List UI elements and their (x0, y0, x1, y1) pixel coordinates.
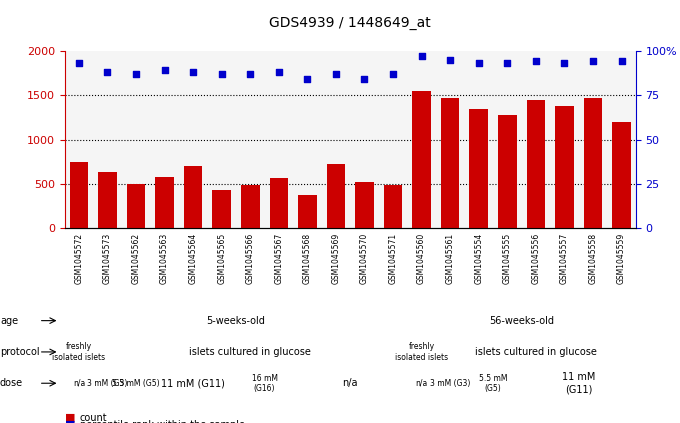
Text: GSM1045569: GSM1045569 (331, 233, 341, 284)
Text: islets cultured in glucose: islets cultured in glucose (475, 347, 597, 357)
Text: GSM1045565: GSM1045565 (217, 233, 226, 284)
Point (359, 76, 370, 82)
Point (188, 69, 199, 75)
Point (273, 69, 284, 75)
Text: GSM1045558: GSM1045558 (588, 233, 598, 284)
Text: 3 mM (G3): 3 mM (G3) (430, 379, 471, 388)
Text: n/a: n/a (343, 378, 358, 388)
Point (502, 60, 513, 66)
Bar (212, 190, 231, 228)
Point (445, 56, 456, 63)
Bar (155, 177, 174, 228)
Text: 11 mM (G11): 11 mM (G11) (161, 378, 225, 388)
Text: GSM1045555: GSM1045555 (503, 233, 512, 284)
Text: GSM1045561: GSM1045561 (445, 233, 455, 284)
Text: protocol: protocol (0, 347, 39, 357)
Point (416, 53, 427, 60)
Point (616, 58, 627, 65)
Bar (298, 195, 317, 228)
Bar (241, 185, 260, 228)
Text: GSM1045563: GSM1045563 (160, 233, 169, 284)
Point (588, 58, 598, 65)
Text: 11 mM
(G11): 11 mM (G11) (562, 372, 596, 394)
Bar (98, 173, 117, 228)
Text: GSM1045564: GSM1045564 (188, 233, 198, 284)
Bar (126, 184, 146, 228)
Text: n/a: n/a (415, 379, 428, 388)
Text: count: count (80, 412, 107, 423)
Text: 56-weeks-old: 56-weeks-old (489, 316, 554, 326)
Bar (355, 182, 374, 228)
Point (73, 60, 84, 66)
Text: islets cultured in glucose: islets cultured in glucose (189, 347, 311, 357)
Text: ■: ■ (65, 420, 75, 423)
Bar (326, 165, 345, 228)
Text: GSM1045573: GSM1045573 (103, 233, 112, 284)
Text: GSM1045559: GSM1045559 (617, 233, 626, 284)
Text: GSM1045571: GSM1045571 (388, 233, 398, 284)
Point (302, 76, 313, 82)
Text: n/a: n/a (73, 379, 85, 388)
Bar (498, 115, 517, 228)
Text: GSM1045554: GSM1045554 (474, 233, 483, 284)
Bar (269, 178, 288, 228)
Text: GSM1045572: GSM1045572 (74, 233, 84, 284)
Text: GSM1045562: GSM1045562 (131, 233, 141, 284)
Point (216, 71, 227, 77)
Point (330, 71, 341, 77)
Text: GSM1045570: GSM1045570 (360, 233, 369, 284)
Bar (469, 110, 488, 228)
Point (559, 60, 570, 66)
Point (530, 58, 541, 65)
Bar (69, 162, 88, 228)
Text: freshly
isolated islets: freshly isolated islets (395, 342, 448, 362)
Point (102, 69, 113, 75)
Bar (184, 166, 203, 228)
Text: dose: dose (0, 378, 23, 388)
Text: GSM1045557: GSM1045557 (560, 233, 569, 284)
Text: GSM1045556: GSM1045556 (531, 233, 541, 284)
Point (473, 60, 484, 66)
Text: age: age (0, 316, 18, 326)
Bar (612, 122, 631, 228)
Bar (441, 98, 460, 228)
Text: percentile rank within the sample: percentile rank within the sample (80, 420, 245, 423)
Text: GDS4939 / 1448649_at: GDS4939 / 1448649_at (269, 16, 431, 30)
Text: GSM1045560: GSM1045560 (417, 233, 426, 284)
Bar (384, 185, 403, 228)
Text: GSM1045567: GSM1045567 (274, 233, 284, 284)
Text: ■: ■ (65, 412, 75, 423)
Point (388, 71, 398, 77)
Bar (412, 91, 431, 228)
Text: freshly
isolated islets: freshly isolated islets (52, 342, 105, 362)
Text: 16 mM
(G16): 16 mM (G16) (252, 374, 277, 393)
Text: 5-weeks-old: 5-weeks-old (207, 316, 265, 326)
Text: GSM1045566: GSM1045566 (245, 233, 255, 284)
Bar (583, 98, 602, 228)
Bar (555, 106, 574, 228)
Text: 5.5 mM (G5): 5.5 mM (G5) (112, 379, 160, 388)
Point (159, 67, 170, 74)
Point (245, 71, 256, 77)
Bar (526, 99, 545, 228)
Text: 5.5 mM
(G5): 5.5 mM (G5) (479, 374, 507, 393)
Text: 3 mM (G3): 3 mM (G3) (87, 379, 128, 388)
Text: GSM1045568: GSM1045568 (303, 233, 312, 284)
Point (131, 71, 141, 77)
